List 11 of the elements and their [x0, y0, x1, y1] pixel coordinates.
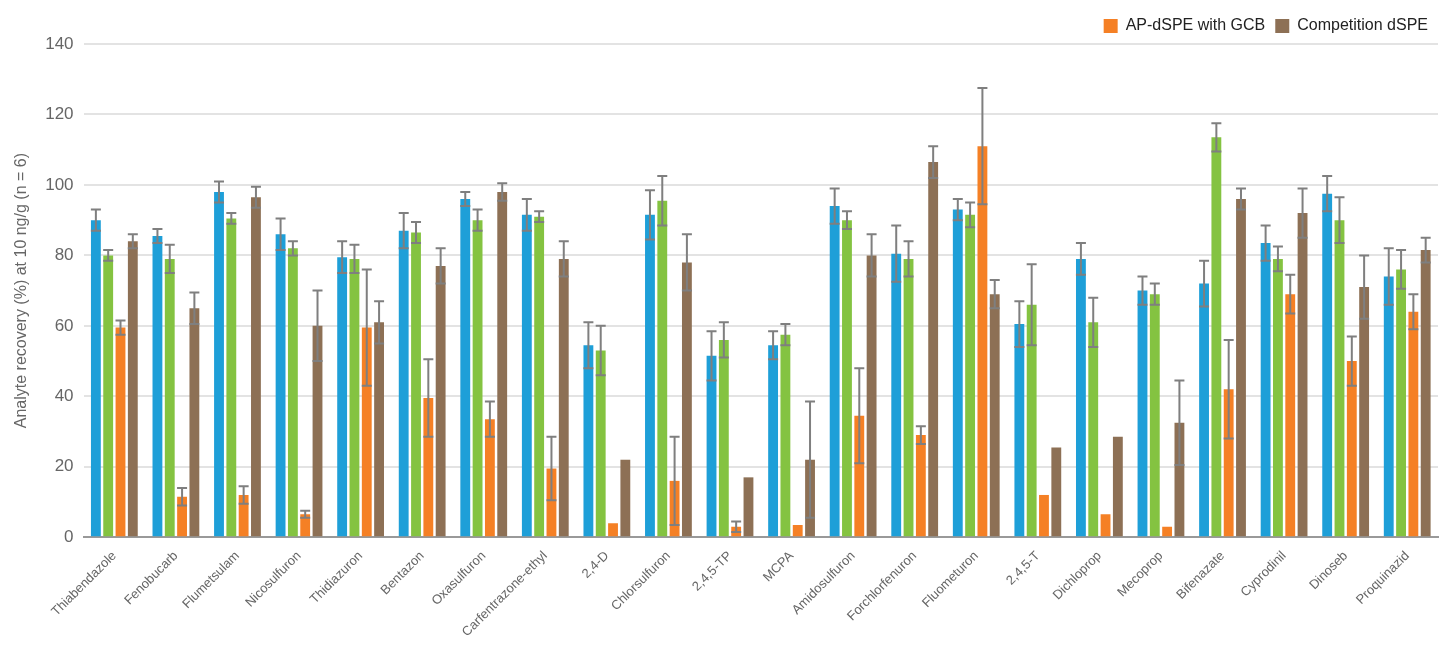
y-tick-label: 40: [54, 386, 74, 405]
y-tick-label: 120: [45, 104, 74, 124]
legend-label: Competition dSPE: [1297, 16, 1428, 34]
y-tick-label: 20: [54, 456, 74, 476]
y-tick-label: 0: [64, 526, 74, 546]
y-tick-label: 140: [45, 33, 74, 53]
y-axis-title: Analyte recovery (%) at 10 ng/g (n = 6): [12, 152, 30, 429]
legend-label: AP-dSPE with GCB: [1125, 16, 1266, 34]
y-tick-label: 100: [45, 174, 74, 194]
y-tick-label: 80: [54, 245, 74, 265]
y-tick-label: 60: [54, 315, 74, 335]
